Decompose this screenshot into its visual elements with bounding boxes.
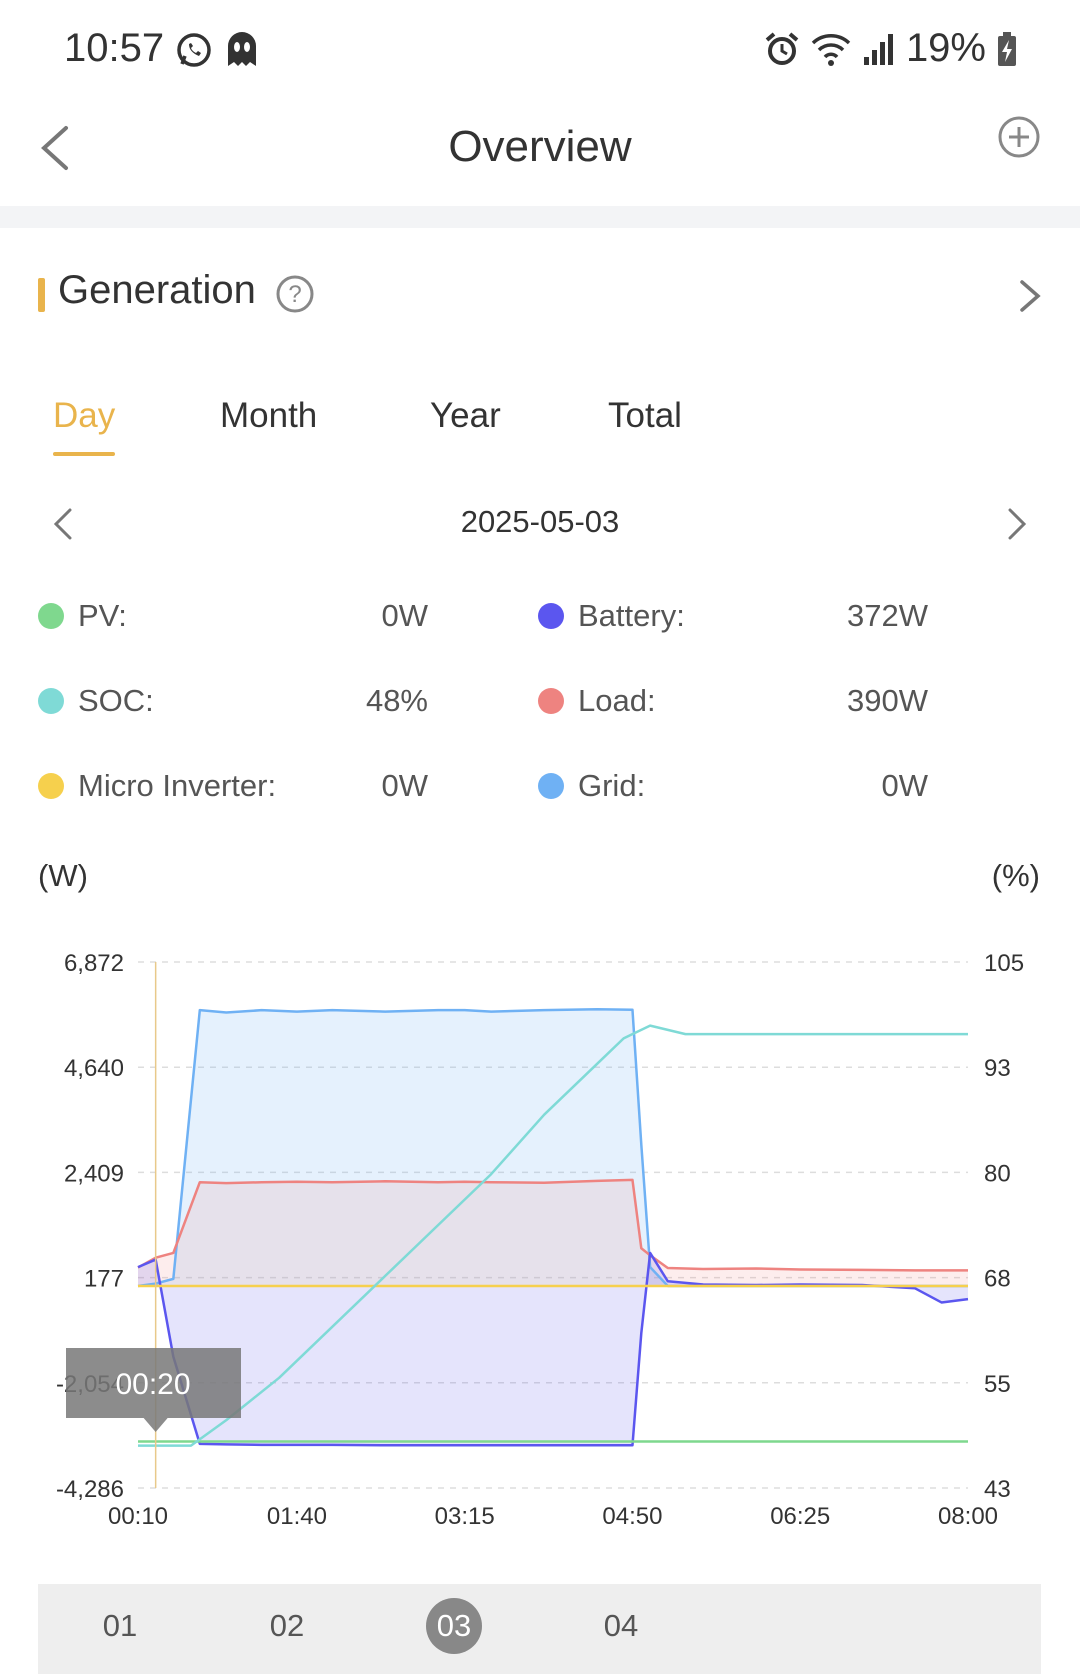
add-button[interactable]	[996, 114, 1042, 160]
legend-value: 0W	[881, 768, 929, 803]
power-chart[interactable]: 6,8721054,640932,4098017768-2,05455-4,28…	[0, 900, 1080, 1540]
legend-label: SOC:	[78, 683, 154, 718]
legend-label: Battery:	[578, 598, 685, 633]
signal-icon	[863, 33, 893, 65]
soc-dot	[38, 688, 64, 714]
status-bar: 10:57 19%	[0, 0, 1080, 100]
right-tick-label: 55	[984, 1371, 1011, 1398]
pager-item-02[interactable]: 02	[269, 1608, 305, 1643]
tab-day[interactable]: Day	[53, 396, 116, 435]
tab-month[interactable]: Month	[220, 396, 318, 435]
right-tick-label: 80	[984, 1160, 1011, 1187]
tab-total[interactable]: Total	[608, 396, 682, 435]
pv-dot	[38, 603, 64, 629]
legend-value: 0W	[381, 598, 429, 633]
left-tick-label: 4,640	[64, 1055, 124, 1082]
battery-dot	[538, 603, 564, 629]
load-dot	[538, 688, 564, 714]
generation-header[interactable]: Generation ?	[0, 250, 1080, 342]
tooltip-label: 00:20	[115, 1368, 190, 1401]
date-navigation: 2025-05-03	[0, 500, 1080, 550]
legend-label: Load:	[578, 683, 656, 718]
legend-value: 0W	[381, 768, 429, 803]
load-line	[137, 1178, 968, 1272]
section-accent-bar	[38, 278, 45, 312]
left-axis-unit: (W)	[38, 858, 88, 893]
battery-charging-icon	[998, 31, 1016, 66]
question-circle-icon[interactable]: ?	[275, 274, 315, 314]
x-tick-label: 04:50	[602, 1503, 662, 1530]
grid-area	[138, 1009, 968, 1286]
legend-value: 372W	[847, 598, 928, 633]
alarm-icon	[765, 31, 799, 65]
right-tick-label: 68	[984, 1266, 1011, 1293]
tooltip: 00:20	[66, 1348, 241, 1432]
x-tick-label: 08:00	[938, 1503, 998, 1530]
tab-year[interactable]: Year	[430, 396, 501, 435]
grid-dot	[538, 773, 564, 799]
app-header: Overview	[0, 100, 1080, 206]
left-tick-label: 6,872	[64, 950, 124, 977]
legend-label: PV:	[78, 598, 127, 633]
svg-text:?: ?	[288, 281, 301, 308]
soc-line	[138, 1024, 968, 1447]
x-tick-label: 01:40	[267, 1503, 327, 1530]
load-area	[138, 1179, 968, 1286]
status-time: 10:57	[64, 26, 165, 70]
legend-label: Grid:	[578, 768, 646, 803]
x-tick-label: 00:10	[108, 1503, 168, 1530]
tooltip-box	[66, 1348, 241, 1418]
battery-percentage: 19%	[905, 26, 986, 70]
left-tick-label: 177	[84, 1266, 124, 1293]
left-tick-label: -4,286	[56, 1476, 124, 1503]
pager-item-01[interactable]: 01	[102, 1608, 138, 1643]
x-tick-label: 03:15	[435, 1503, 495, 1530]
ghost-app-icon	[228, 32, 256, 66]
whatsapp-icon	[177, 33, 211, 67]
x-tick-label: 06:25	[770, 1503, 830, 1530]
pager-item-04[interactable]: 04	[603, 1608, 639, 1643]
period-tabs: Day Month Year Total	[0, 390, 1080, 460]
legend-value: 48%	[365, 683, 428, 718]
battery-line	[137, 1251, 969, 1447]
right-tick-label: 105	[984, 950, 1024, 977]
wifi-icon	[811, 33, 851, 66]
pager-item-03[interactable]: 03	[426, 1598, 482, 1654]
micro-inverter-dot	[38, 773, 64, 799]
next-date-button[interactable]	[1002, 504, 1032, 544]
legend-value: 390W	[847, 683, 928, 718]
previous-date-button[interactable]	[48, 504, 78, 544]
generation-title: Generation	[58, 268, 256, 312]
tooltip-pointer	[143, 1418, 168, 1432]
right-axis-unit: (%)	[991, 858, 1040, 893]
legend-label: Micro Inverter:	[78, 768, 277, 803]
right-tick-label: 93	[984, 1055, 1011, 1082]
battery-area	[138, 1252, 968, 1446]
chevron-right-icon[interactable]	[1014, 276, 1044, 316]
back-button[interactable]	[30, 112, 90, 182]
active-tab-indicator	[53, 452, 115, 456]
page-title: Overview	[448, 122, 632, 171]
right-tick-label: 43	[984, 1476, 1011, 1503]
left-tick-label: 2,409	[64, 1160, 124, 1187]
selected-date[interactable]: 2025-05-03	[460, 504, 620, 539]
section-divider	[0, 206, 1080, 228]
date-pager: 01 02 03 04	[38, 1584, 1041, 1674]
